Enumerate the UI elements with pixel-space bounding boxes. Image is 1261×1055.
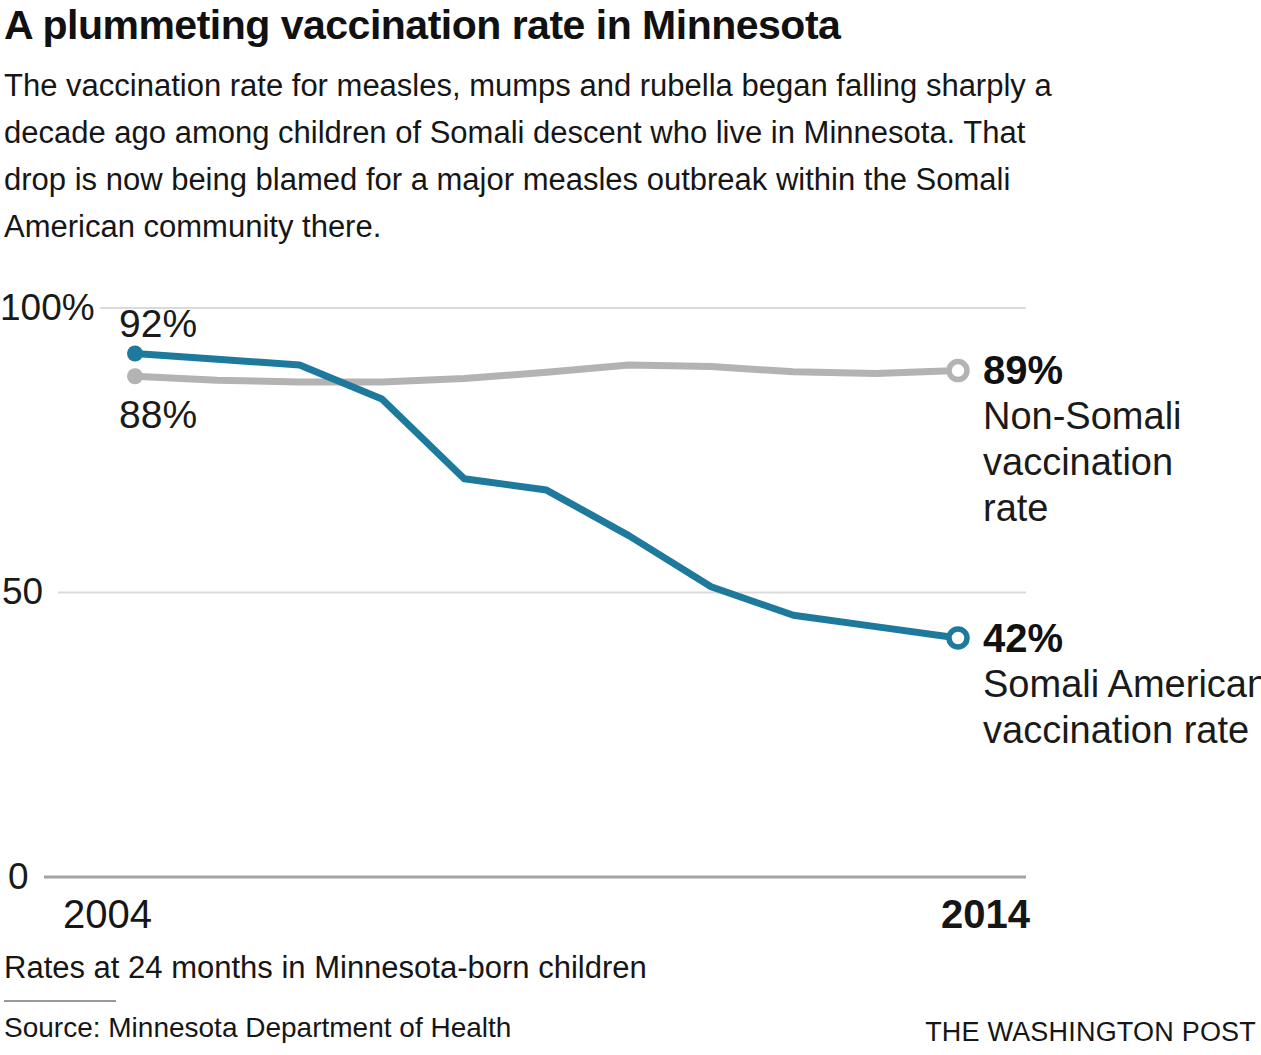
chart-footnote: Rates at 24 months in Minnesota-born chi… xyxy=(4,948,647,988)
x-axis-tick-2014: 2014 xyxy=(920,891,1030,937)
non-somali-start-value-label: 88% xyxy=(119,392,197,438)
somali-end-value: 42% xyxy=(983,615,1261,661)
somali-line xyxy=(135,354,958,639)
somali-end-ring xyxy=(949,629,967,647)
chart-description: The vaccination rate for measles, mumps … xyxy=(4,62,1052,250)
y-axis-tick-50: 50 xyxy=(2,570,43,614)
non-somali-end-ring xyxy=(949,362,967,380)
somali-start-value-label: 92% xyxy=(119,301,197,347)
description-line: American community there. xyxy=(4,203,1052,250)
page-title: A plummeting vaccination rate in Minneso… xyxy=(4,2,1253,49)
y-axis-tick-100: 100% xyxy=(0,286,95,330)
non-somali-end-label: 89% Non-Somali vaccination rate xyxy=(983,347,1213,531)
publisher-credit: THE WASHINGTON POST xyxy=(925,1016,1256,1048)
non-somali-series-name: Non-Somali vaccination rate xyxy=(983,393,1213,531)
description-line: decade ago among children of Somali desc… xyxy=(4,109,1052,156)
x-axis-tick-2004: 2004 xyxy=(63,891,152,937)
y-axis-tick-0: 0 xyxy=(8,855,29,899)
somali-series-name: Somali American vaccination rate xyxy=(983,661,1261,753)
source-credit: Source: Minnesota Department of Health xyxy=(4,1011,511,1045)
description-line: The vaccination rate for measles, mumps … xyxy=(4,62,1052,109)
non-somali-line xyxy=(135,365,958,382)
non-somali-start-dot xyxy=(127,368,143,384)
chart-figure: A plummeting vaccination rate in Minneso… xyxy=(0,0,1261,1055)
non-somali-end-value: 89% xyxy=(983,347,1213,393)
footer-divider xyxy=(4,1000,116,1002)
description-line: drop is now being blamed for a major mea… xyxy=(4,156,1052,203)
somali-end-label: 42% Somali American vaccination rate xyxy=(983,615,1261,753)
somali-start-dot xyxy=(127,346,143,362)
